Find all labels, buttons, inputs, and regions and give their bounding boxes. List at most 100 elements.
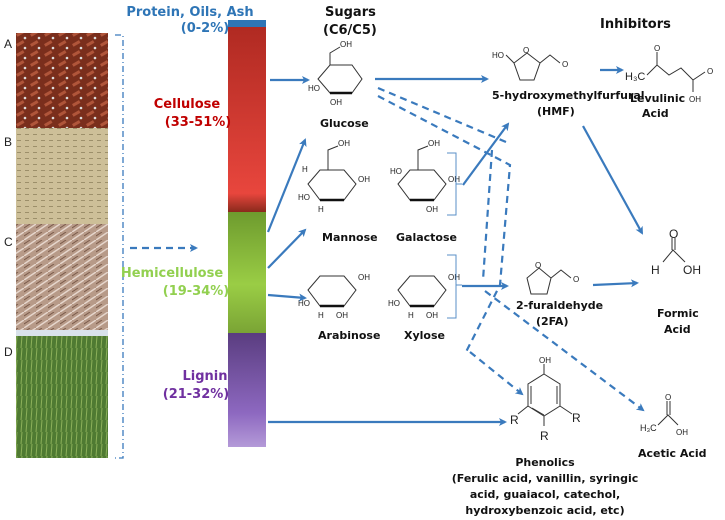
svg-text:O: O [523, 46, 529, 55]
protein-label: Protein, Oils, Ash [126, 5, 253, 20]
cellulose-label: Cellulose [154, 97, 221, 112]
mannose-structure: OH HO OH H H [298, 139, 370, 214]
2fa-structure: OO [526, 261, 579, 295]
2fa-abbrev: (2FA) [536, 315, 568, 328]
galactose-structure: OH HO OH OH [390, 139, 460, 214]
svg-text:OH: OH [448, 273, 460, 282]
svg-text:H: H [318, 205, 324, 214]
phenolics-structure: OH R R R [510, 356, 581, 443]
levulinic-label-2: Acid [642, 107, 669, 120]
levulinic-label: Levulinic [630, 92, 685, 105]
phenolics-line-1: (Ferulic acid, vanillin, syringic [452, 472, 639, 485]
svg-text:OH: OH [539, 356, 551, 365]
xylose-structure: OH HO OH H [388, 273, 460, 320]
lignin-range: (21-32%) [163, 387, 230, 402]
svg-text:OH: OH [358, 273, 370, 282]
svg-text:H₃C: H₃C [640, 423, 657, 433]
lignin-label: Lignin [182, 369, 227, 384]
svg-text:HO: HO [298, 299, 310, 308]
svg-text:O: O [669, 227, 678, 241]
svg-text:O: O [535, 261, 541, 270]
svg-text:O: O [654, 44, 660, 53]
arabinose-structure: OH HO OH H [298, 273, 370, 320]
sugars-title: Sugars [325, 5, 376, 20]
svg-text:HO: HO [308, 84, 320, 93]
svg-text:H: H [408, 311, 414, 320]
photo-a [16, 33, 108, 128]
inhibitors-title: Inhibitors [600, 17, 671, 32]
svg-text:O: O [573, 275, 579, 284]
formic-acid-structure: O H OH [651, 227, 701, 277]
photo-d-sky [16, 330, 108, 336]
svg-text:OH: OH [340, 40, 352, 49]
composition-bar [228, 20, 266, 447]
phenolics-line-2: acid, guaiacol, catechol, [470, 488, 620, 501]
hmf-structure: HO O O [492, 46, 568, 81]
svg-text:R: R [540, 429, 549, 443]
levulinic-acid-structure: H₃C O O OH [625, 44, 713, 104]
galactose-label: Galactose [396, 231, 457, 244]
hmf-label: 5-hydroxymethylfurfural [492, 89, 645, 102]
svg-text:O: O [707, 67, 713, 76]
arabinose-label: Arabinose [318, 329, 380, 342]
2fa-label: 2-furaldehyde [516, 299, 603, 312]
hexose-bracket [447, 152, 462, 216]
photo-label-a: A [4, 37, 12, 51]
svg-text:OH: OH [428, 139, 440, 148]
bar-lignin [228, 333, 266, 447]
svg-text:OH: OH [338, 139, 350, 148]
svg-text:OH: OH [426, 311, 438, 320]
hemicellulose-range: (19-34%) [163, 284, 230, 299]
svg-text:OH: OH [426, 205, 438, 214]
bar-cellulose [228, 27, 266, 212]
svg-text:OH: OH [683, 263, 701, 277]
photos-bracket [115, 34, 124, 459]
svg-text:H: H [318, 311, 324, 320]
svg-text:H: H [302, 165, 308, 174]
svg-text:HO: HO [390, 167, 402, 176]
cellulose-range: (33-51%) [165, 115, 232, 130]
svg-text:R: R [572, 411, 581, 425]
svg-text:OH: OH [676, 428, 688, 437]
formic-label: Formic [657, 307, 699, 320]
svg-text:OH: OH [358, 175, 370, 184]
bar-protein [228, 20, 266, 27]
hemicellulose-label: Hemicellulose [121, 266, 224, 281]
svg-text:O: O [562, 60, 568, 69]
pathway-arrows [375, 66, 645, 412]
phenolics-title: Phenolics [515, 456, 575, 469]
biomass-photos: A B C D [4, 33, 108, 458]
photo-label-b: B [4, 135, 12, 149]
svg-text:OH: OH [330, 98, 342, 107]
photo-b [16, 128, 108, 224]
glucose-structure: OH HO OH [308, 40, 363, 107]
svg-text:HO: HO [298, 193, 310, 202]
svg-text:HO: HO [492, 51, 504, 60]
svg-text:OH: OH [448, 175, 460, 184]
svg-text:H: H [651, 263, 660, 277]
hmf-abbrev: (HMF) [537, 105, 575, 118]
phenolics-line-3: hydroxybenzoic acid, etc) [465, 504, 624, 517]
acetic-acid-structure: O H₃C OH [640, 393, 688, 437]
bar-hemicellulose [228, 212, 266, 333]
svg-text:OH: OH [689, 95, 701, 104]
photo-label-d: D [4, 345, 13, 359]
bar-arrows [266, 76, 507, 426]
glucose-label: Glucose [320, 117, 369, 130]
svg-text:R: R [510, 413, 519, 427]
formic-label-2: Acid [664, 323, 691, 336]
svg-text:OH: OH [336, 311, 348, 320]
xylose-label: Xylose [404, 329, 445, 342]
photo-d [16, 336, 108, 458]
svg-text:HO: HO [388, 299, 400, 308]
svg-text:H₃C: H₃C [625, 71, 645, 83]
acetic-label: Acetic Acid [638, 447, 707, 460]
pentose-bracket [447, 254, 462, 319]
sugars-subtitle: (C6/C5) [323, 23, 377, 38]
svg-text:O: O [665, 393, 671, 402]
photo-c [16, 224, 108, 330]
photo-label-c: C [4, 235, 13, 249]
protein-range: (0-2%) [181, 21, 229, 36]
mannose-label: Mannose [322, 231, 378, 244]
